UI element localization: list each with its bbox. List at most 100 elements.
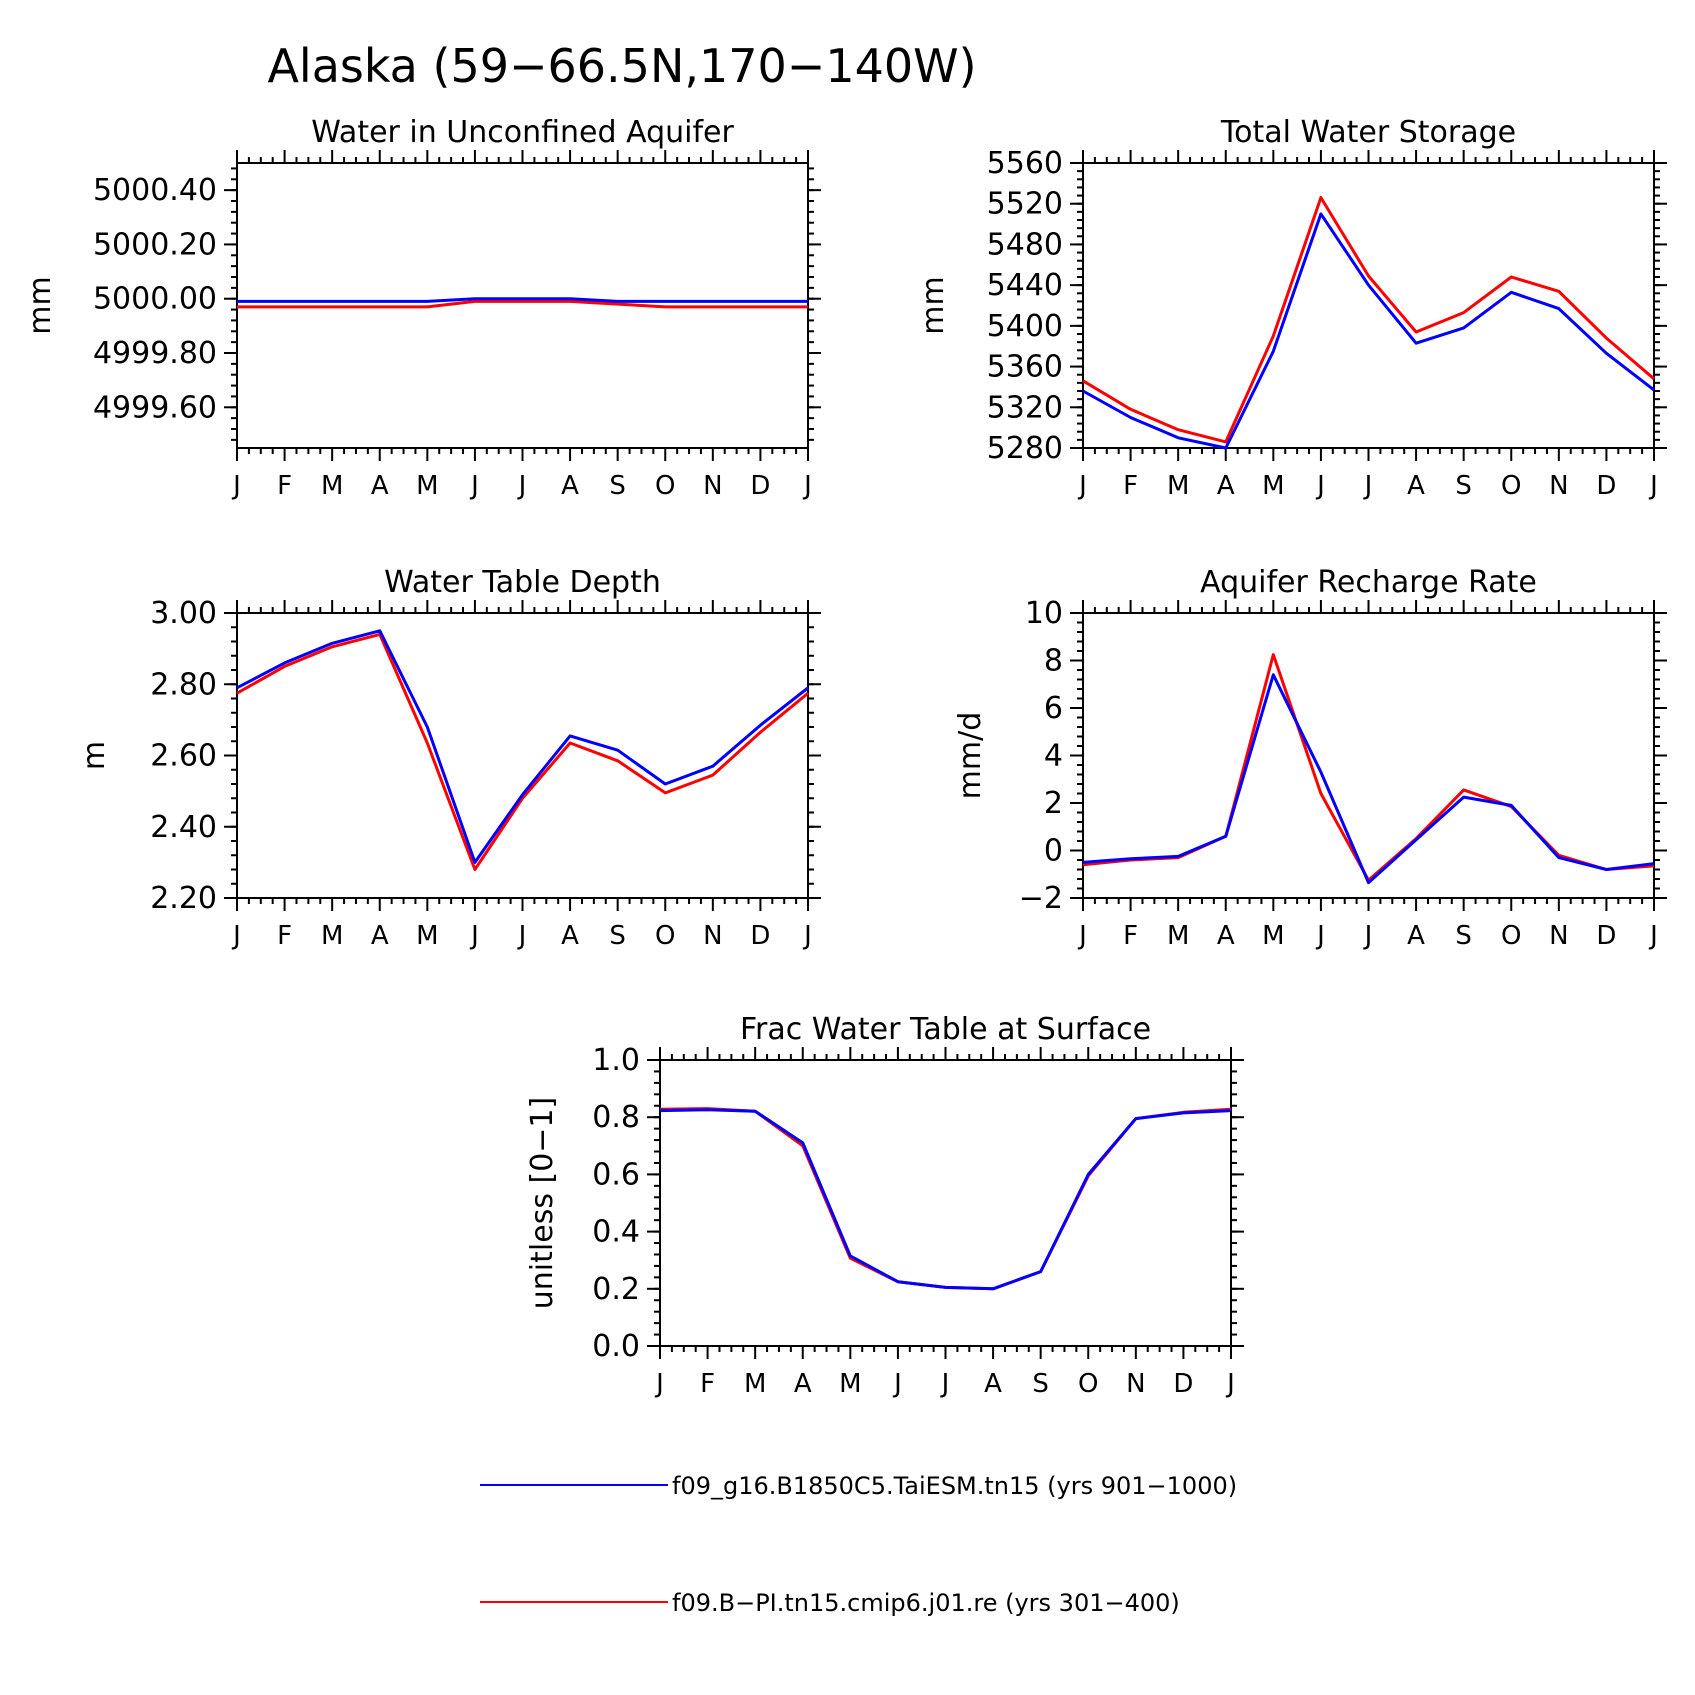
y-axis-label: mm/d: [953, 712, 988, 800]
x-tick-label: J: [517, 471, 527, 501]
x-tick-label: S: [1455, 471, 1472, 501]
y-tick-label: 4: [1044, 739, 1063, 774]
panel-title: Frac Water Table at Surface: [740, 1012, 1151, 1047]
panel-title: Water Table Depth: [384, 565, 661, 600]
x-tick-label: F: [1123, 921, 1138, 951]
x-tick-label: J: [1648, 471, 1658, 501]
series-line-1: [659, 1108, 1232, 1291]
x-tick-label: N: [1549, 471, 1568, 501]
x-tick-label: S: [1032, 1369, 1049, 1399]
x-tick-label: J: [1225, 1369, 1235, 1399]
x-tick-label: N: [1549, 921, 1568, 951]
x-tick-label: D: [750, 471, 770, 501]
x-tick-label: O: [1078, 1369, 1098, 1399]
x-tick-label: O: [655, 921, 675, 951]
x-tick-label: D: [750, 921, 770, 951]
x-tick-label: S: [609, 471, 626, 501]
y-tick-label: 2: [1044, 786, 1063, 821]
x-tick-label: F: [700, 1369, 715, 1399]
y-tick-label: 0.4: [592, 1215, 640, 1250]
panel-title: Water in Unconfined Aquifer: [311, 115, 734, 150]
x-tick-label: A: [1407, 471, 1425, 501]
y-tick-label: 5480: [987, 227, 1063, 262]
x-tick-label: J: [1315, 921, 1325, 951]
series-line-1: [237, 297, 808, 303]
chart-panel-2: J F M A M J J A S O N D J528053205360540054405480552…: [916, 115, 1667, 501]
y-axis-label: mm: [23, 276, 58, 334]
plot-frame: [659, 1059, 1232, 1347]
y-tick-label: 0.8: [592, 1100, 640, 1135]
x-tick-label: S: [609, 921, 626, 951]
x-tick-label: J: [1363, 471, 1373, 501]
x-tick-label: M: [321, 471, 343, 501]
x-tick-label: D: [1596, 921, 1616, 951]
y-tick-label: 5000.00: [93, 282, 217, 317]
plot-frame: [1082, 612, 1655, 899]
x-tick-label: O: [655, 471, 675, 501]
x-tick-label: J: [802, 921, 812, 951]
series-line-2: [1082, 653, 1655, 882]
y-tick-label: 2.80: [150, 667, 217, 702]
y-tick-label: 2.40: [150, 810, 217, 845]
x-tick-label: D: [1596, 471, 1616, 501]
y-tick-label: 1.0: [592, 1043, 640, 1078]
y-tick-label: 5400: [987, 309, 1063, 344]
x-tick-label: J: [892, 1369, 902, 1399]
y-tick-label: 5360: [987, 350, 1063, 385]
series-line-2: [236, 632, 809, 871]
y-tick-label: 5520: [987, 187, 1063, 222]
x-tick-label: M: [1167, 471, 1189, 501]
x-tick-label: J: [1363, 921, 1373, 951]
x-tick-label: J: [469, 471, 479, 501]
y-tick-label: 5000.20: [93, 227, 217, 262]
y-tick-label: 3.00: [150, 596, 217, 631]
x-tick-label: J: [1648, 921, 1658, 951]
plot-frame: [1082, 162, 1655, 449]
x-tick-label: A: [984, 1369, 1002, 1399]
x-tick-label: J: [940, 1369, 950, 1399]
plot-frame: [236, 612, 809, 899]
x-tick-label: A: [1217, 921, 1235, 951]
legend-label-series-2: f09.B−PI.tn15.cmip6.j01.re (yrs 301−400): [672, 1589, 1180, 1617]
y-tick-label: 5000.40: [93, 173, 217, 208]
x-tick-label: J: [1077, 921, 1087, 951]
x-tick-label: M: [839, 1369, 861, 1399]
y-tick-label: 5320: [987, 390, 1063, 425]
x-tick-label: A: [371, 471, 389, 501]
chart-panel-1: J F M A M J J A S O N D J4999.604999.805000.005000.2…: [23, 115, 821, 501]
x-tick-label: J: [1315, 471, 1325, 501]
chart-panels: J F M A M J J A S O N D J4999.604999.805000.005000.2…: [23, 115, 1667, 1399]
panel-title: Total Water Storage: [1220, 115, 1516, 150]
x-tick-label: N: [703, 921, 722, 951]
x-tick-label: M: [416, 921, 438, 951]
y-tick-label: 6: [1044, 691, 1063, 726]
legend: f09_g16.B1850C5.TaiESM.tn15 (yrs 901−100…: [480, 1472, 1237, 1617]
series-line-2: [237, 299, 808, 309]
legend-label-series-1: f09_g16.B1850C5.TaiESM.tn15 (yrs 901−100…: [672, 1472, 1237, 1500]
series-line-2: [659, 1107, 1232, 1291]
y-tick-label: 0.6: [592, 1157, 640, 1192]
x-tick-label: M: [1262, 921, 1284, 951]
x-tick-label: M: [744, 1369, 766, 1399]
y-tick-label: 8: [1044, 644, 1063, 679]
x-tick-label: F: [1123, 471, 1138, 501]
series-line-1: [236, 629, 809, 864]
x-tick-label: S: [1455, 921, 1472, 951]
x-tick-label: A: [1407, 921, 1425, 951]
y-tick-label: 0.0: [592, 1329, 640, 1364]
y-tick-label: 10: [1025, 596, 1063, 631]
figure-title: Alaska (59−66.5N,170−140W): [267, 39, 976, 93]
x-tick-label: J: [517, 921, 527, 951]
x-tick-label: A: [561, 921, 579, 951]
x-tick-label: J: [1077, 471, 1087, 501]
x-tick-label: J: [802, 471, 812, 501]
panel-title: Aquifer Recharge Rate: [1200, 565, 1537, 600]
y-tick-label: 5440: [987, 268, 1063, 303]
x-tick-label: A: [561, 471, 579, 501]
y-axis-label: unitless [0−1]: [525, 1097, 560, 1309]
x-tick-label: O: [1501, 471, 1521, 501]
y-axis-label: m: [77, 741, 112, 770]
x-tick-label: F: [277, 471, 292, 501]
